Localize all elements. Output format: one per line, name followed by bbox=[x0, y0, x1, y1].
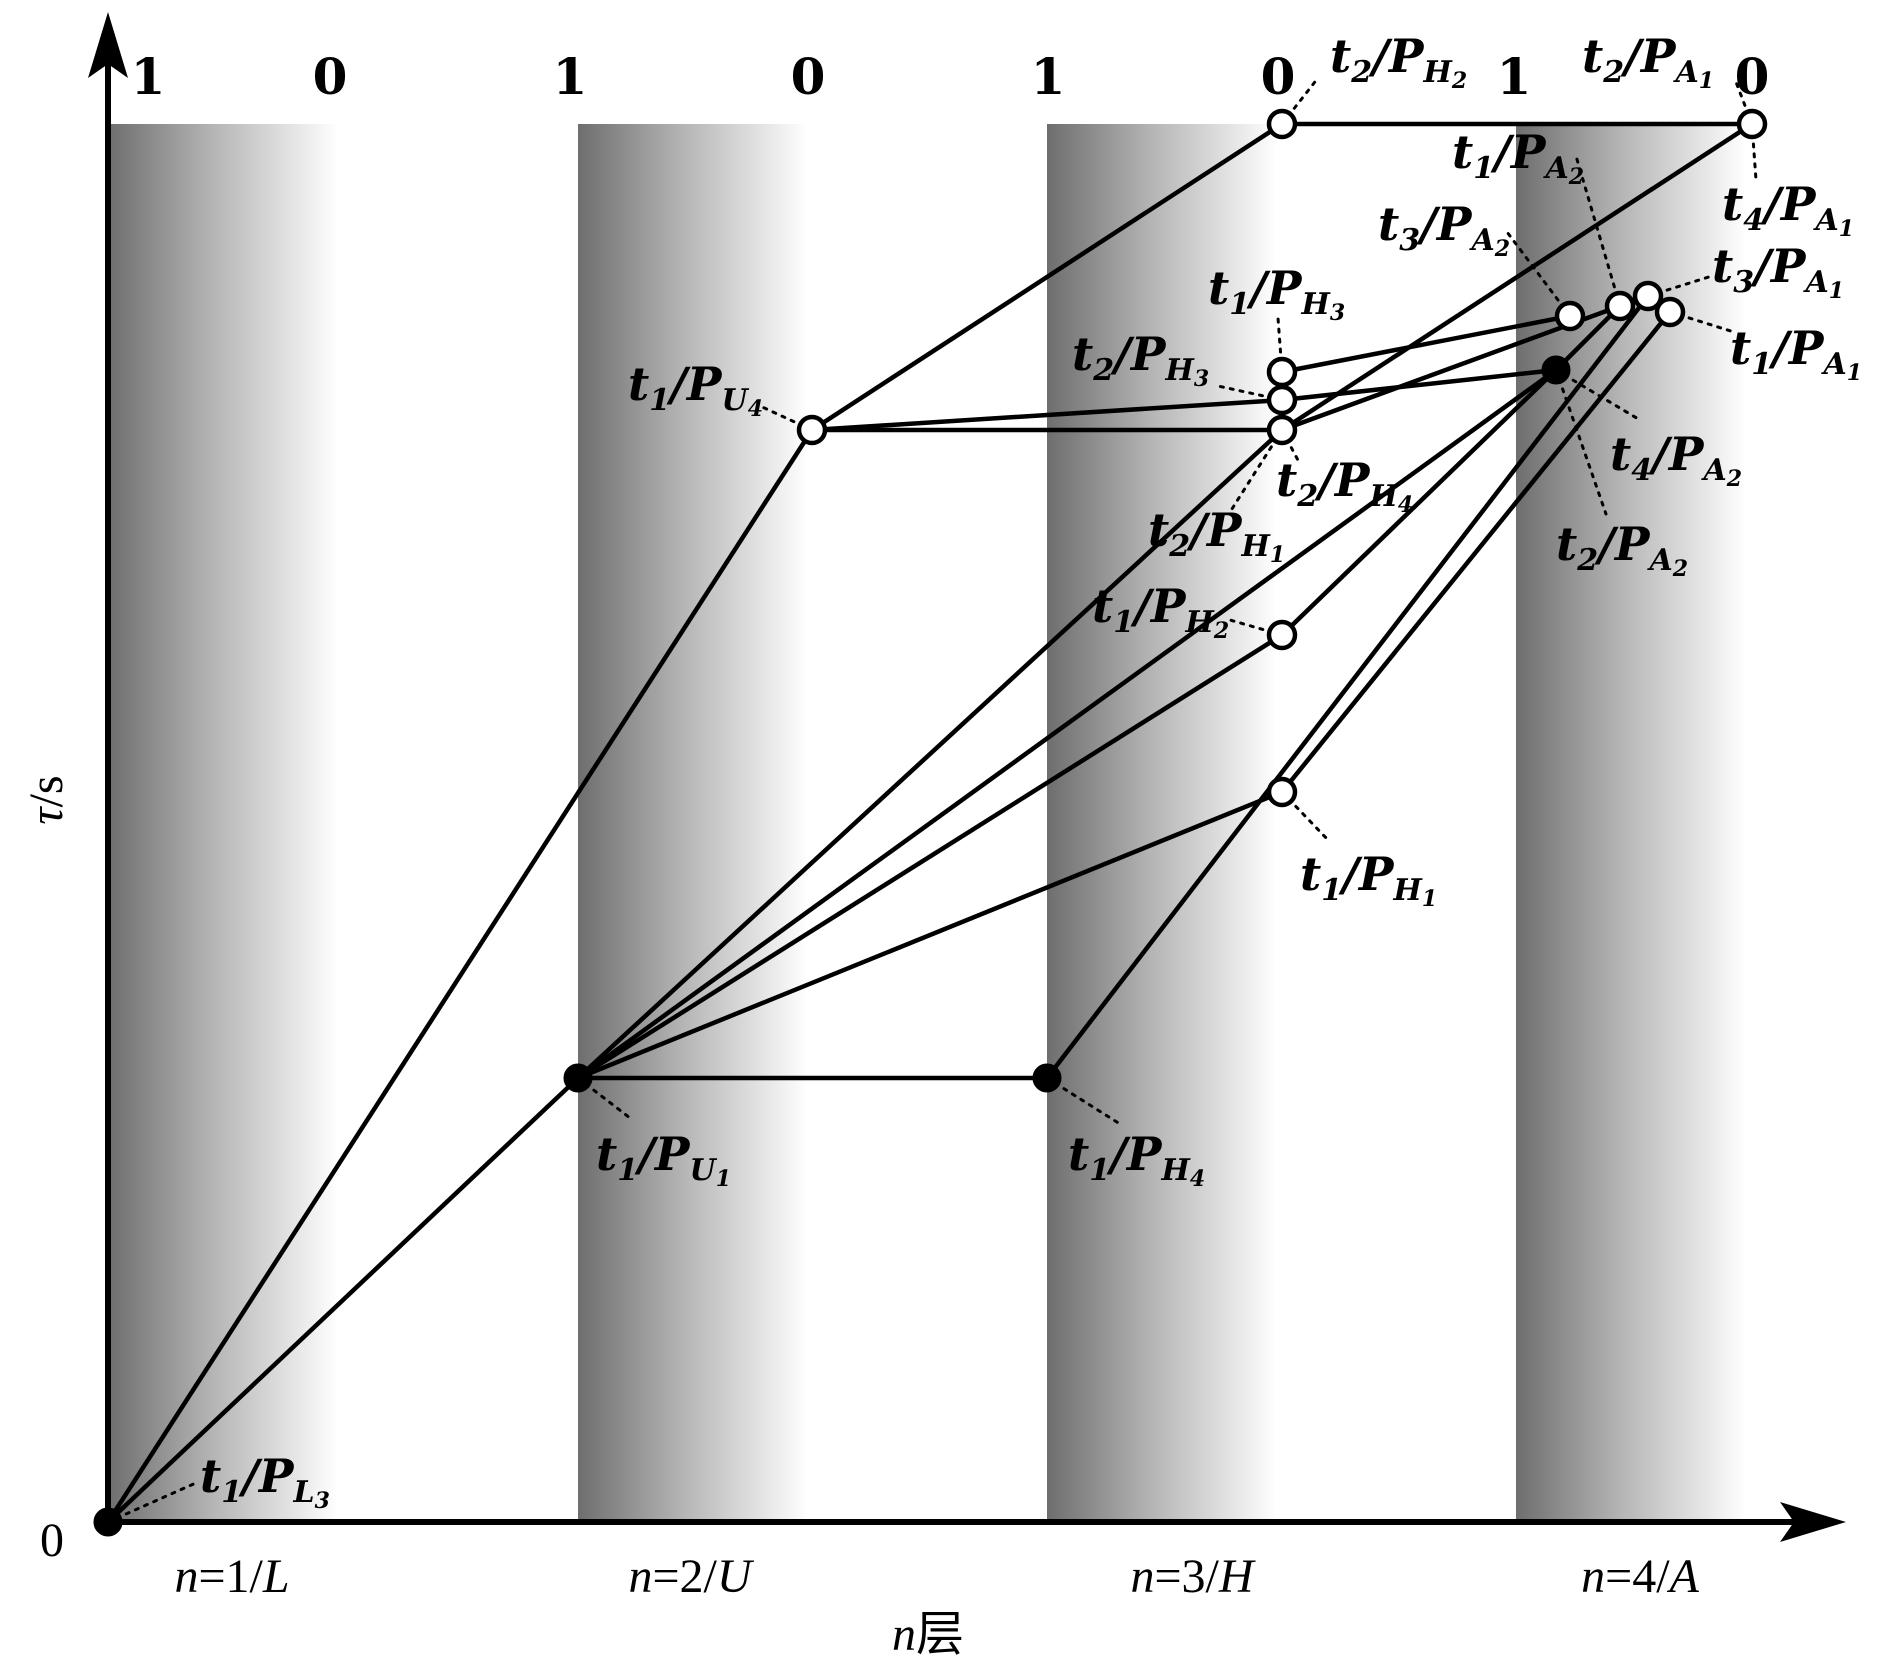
x-axis bbox=[108, 1502, 1846, 1542]
label-t1-PH3: t1/PH3 bbox=[1208, 261, 1345, 326]
node-t1-PH3 bbox=[1266, 356, 1298, 388]
label-t1-PA2: t1/PA2 bbox=[1452, 125, 1584, 190]
top-bit: 0 bbox=[1735, 47, 1770, 106]
node-t2-PA1 bbox=[1736, 108, 1768, 140]
top-bit: 1 bbox=[553, 47, 588, 106]
layer-label-1: n=1/L bbox=[174, 1550, 289, 1603]
origin-label: 0 bbox=[40, 1514, 64, 1567]
layer-label-2: n=2/U bbox=[628, 1550, 754, 1603]
node-t1-PU1 bbox=[563, 1063, 593, 1093]
top-bit: 1 bbox=[131, 47, 166, 106]
layer-label-4: n=4/A bbox=[1581, 1550, 1699, 1603]
layer-band-3 bbox=[1047, 124, 1277, 1522]
leader-lines bbox=[106, 76, 1758, 1524]
label-t2-PH2: t2/PH2 bbox=[1330, 29, 1467, 94]
node-t3-PA1 bbox=[1632, 280, 1664, 312]
node-t4-PA2 bbox=[1541, 355, 1571, 385]
node-t1-PU4 bbox=[796, 414, 828, 446]
edges bbox=[106, 121, 1754, 1524]
layer-label-3: n=3/H bbox=[1130, 1550, 1255, 1603]
nodes bbox=[93, 108, 1768, 1537]
node-t1-PL3 bbox=[93, 1507, 123, 1537]
node-t3-PA2 bbox=[1554, 300, 1586, 332]
node-t2-PH2 bbox=[1266, 108, 1298, 140]
layer-labels: n=1/L n=2/U n=3/H n=4/A bbox=[174, 1550, 1699, 1603]
label-t1-PU1: t1/PU1 bbox=[596, 1127, 731, 1192]
label-t4-PA1: t4/PA1 bbox=[1722, 177, 1854, 242]
label-t1-PU4: t1/PU4 bbox=[628, 357, 763, 422]
label-t3-PA2: t3/PA2 bbox=[1378, 197, 1510, 262]
label-t3-PA1: t3/PA1 bbox=[1712, 239, 1844, 304]
label-t1-PH1: t1/PH1 bbox=[1300, 847, 1437, 912]
label-t1-PH2: t1/PH2 bbox=[1092, 579, 1229, 644]
node-t1-PH1 bbox=[1266, 776, 1298, 808]
top-bits: 1 0 1 0 1 0 1 0 bbox=[131, 47, 1770, 106]
node-t1-PA1 bbox=[1654, 296, 1686, 328]
top-bit: 0 bbox=[1261, 47, 1296, 106]
label-t4-PA2: t4/PA2 bbox=[1610, 427, 1742, 492]
top-bit: 0 bbox=[313, 47, 348, 106]
label-t2-PA2: t2/PA2 bbox=[1556, 517, 1688, 582]
layer-band-2 bbox=[578, 124, 808, 1522]
label-t2-PA1: t2/PA1 bbox=[1582, 29, 1714, 94]
label-t1-PA1: t1/PA1 bbox=[1730, 321, 1862, 386]
top-bit: 1 bbox=[1497, 47, 1532, 106]
layer-band-1 bbox=[108, 124, 338, 1522]
node-t2-PH1 bbox=[1266, 414, 1298, 446]
x-axis-title: n层 bbox=[892, 1608, 964, 1661]
node-t1-PH2 bbox=[1266, 619, 1298, 651]
y-axis-title: τ/s bbox=[20, 775, 73, 824]
label-t1-PH4: t1/PH4 bbox=[1068, 1127, 1205, 1192]
node-t1-PH4 bbox=[1032, 1063, 1062, 1093]
top-bit: 0 bbox=[791, 47, 826, 106]
label-t1-PL3: t1/PL3 bbox=[200, 1449, 330, 1514]
node-t1-PA2 bbox=[1604, 290, 1636, 322]
node-labels: t1/PL3 t1/PU1 t1/PU4 t1/PH4 t1/PH1 t1/PH… bbox=[200, 29, 1862, 1514]
label-t2-PH1: t2/PH1 bbox=[1148, 503, 1285, 568]
label-t2-PH4: t2/PH4 bbox=[1276, 453, 1413, 518]
label-t2-PH3: t2/PH3 bbox=[1072, 327, 1209, 392]
node-t2-PH3 bbox=[1266, 384, 1298, 416]
top-bit: 1 bbox=[1031, 47, 1066, 106]
y-axis bbox=[88, 12, 128, 1522]
